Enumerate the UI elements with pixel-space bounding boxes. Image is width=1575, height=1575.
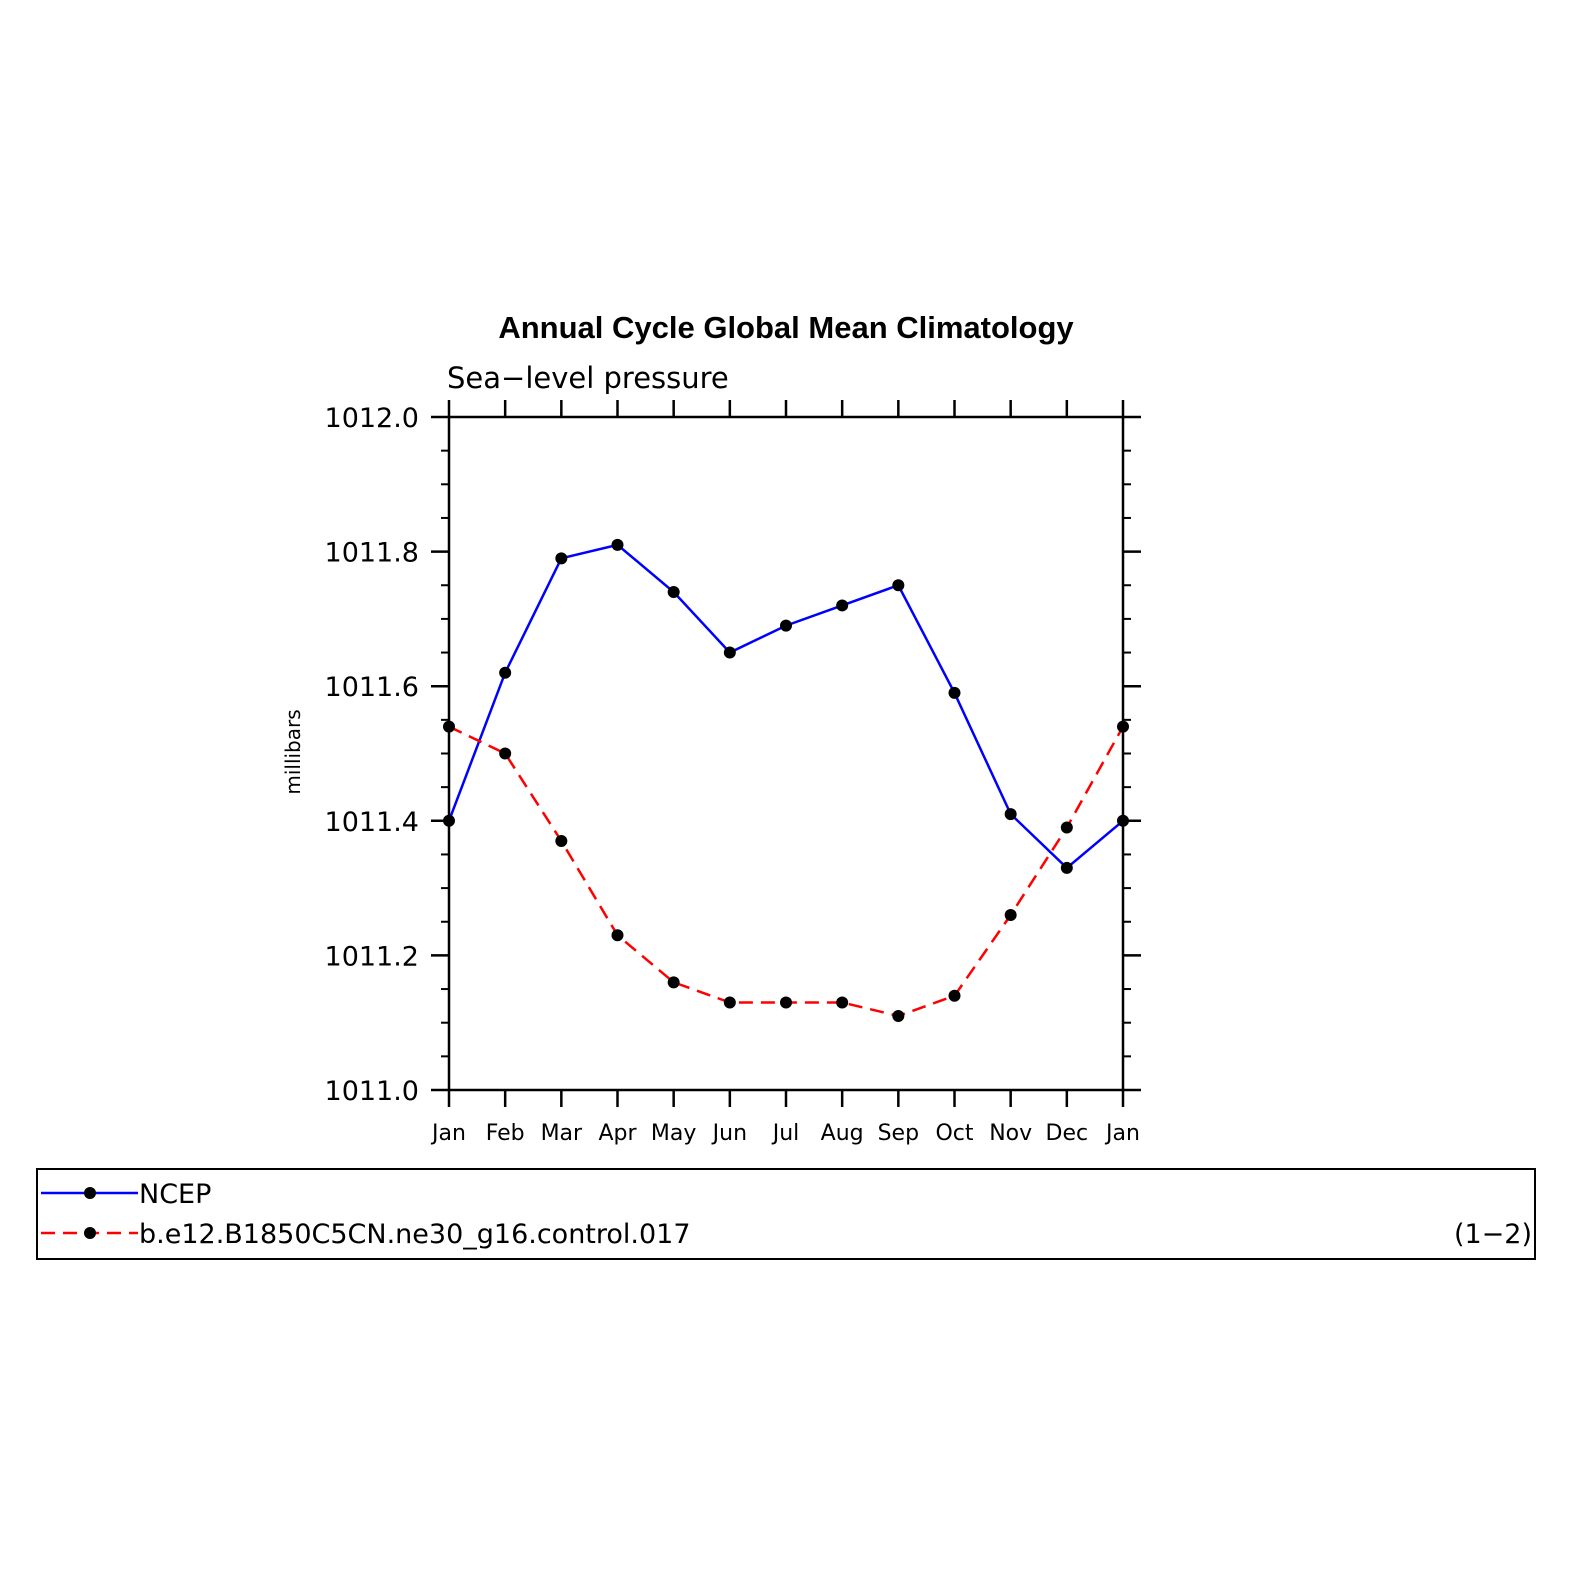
- series-2-point: [723, 996, 736, 1009]
- y-tick-label: 1011.4: [325, 807, 419, 838]
- series-1-point: [892, 579, 905, 592]
- series-2-point: [1060, 821, 1073, 834]
- legend-marker-1: [84, 1187, 96, 1199]
- series-2-point: [836, 996, 849, 1009]
- series-2-point: [667, 976, 680, 989]
- series-1-point: [836, 599, 849, 612]
- y-tick-label: 1011.6: [325, 672, 419, 703]
- series-2-point: [1004, 909, 1017, 922]
- x-tick-label: May: [651, 1121, 696, 1146]
- legend: NCEP b.e12.B1850C5CN.ne30_g16.control.017: [41, 1179, 691, 1250]
- x-tick-label: Mar: [541, 1121, 583, 1146]
- y-axis-ticks: 1011.0 1011.2 1011.4 1011.6 1011.8 1012.0: [325, 403, 1141, 1107]
- legend-label-2: b.e12.B1850C5CN.ne30_g16.control.017: [139, 1219, 691, 1250]
- x-tick-label: Oct: [935, 1121, 973, 1146]
- x-tick-label: Jan: [1104, 1121, 1140, 1146]
- series-1-point: [611, 538, 624, 551]
- series-2-point: [948, 989, 961, 1002]
- x-tick-label: Jun: [711, 1121, 747, 1146]
- series-2-point: [1117, 720, 1129, 733]
- series-2-point: [499, 747, 512, 760]
- series-1-point: [1117, 814, 1129, 827]
- chart-subtitle: Sea−level pressure: [447, 361, 729, 395]
- panel-annotation: (1−2): [1454, 1219, 1532, 1250]
- x-tick-label: Jul: [771, 1121, 800, 1146]
- series-2-point: [780, 996, 792, 1009]
- series-1-point: [780, 619, 792, 632]
- series-1-point: [1060, 861, 1073, 874]
- x-tick-label: Apr: [598, 1121, 637, 1146]
- x-tick-label: Aug: [821, 1121, 864, 1146]
- series-2-point: [611, 929, 624, 942]
- series-1-point: [555, 552, 568, 565]
- series-2-point: [443, 720, 455, 733]
- series-layer: [443, 538, 1129, 1022]
- x-tick-label: Sep: [878, 1121, 919, 1146]
- series-line-2: [448, 725, 1125, 1018]
- y-tick-label: 1011.0: [325, 1076, 419, 1107]
- series-1-point: [443, 814, 455, 827]
- series-2-point: [892, 1009, 905, 1022]
- x-tick-label: Jan: [430, 1121, 466, 1146]
- y-tick-label: 1012.0: [325, 403, 419, 434]
- plot-frame: [447, 415, 1125, 1092]
- x-tick-label: Dec: [1046, 1121, 1089, 1146]
- chart-title: Annual Cycle Global Mean Climatology: [498, 310, 1074, 345]
- series-1-point: [667, 585, 680, 598]
- x-axis-ticks: Jan Feb Mar Apr May Jun Jul Aug Sep Oct Nov Dec Jan: [430, 400, 1140, 1146]
- y-tick-label: 1011.2: [325, 941, 419, 972]
- x-tick-label: Feb: [486, 1121, 525, 1146]
- series-line-1: [447, 543, 1124, 870]
- y-axis-label: millibars: [281, 709, 305, 794]
- legend-marker-2: [84, 1227, 96, 1239]
- y-tick-label: 1011.8: [325, 538, 419, 569]
- series-1-point: [723, 646, 736, 659]
- legend-box: [36, 1168, 1536, 1260]
- legend-label-1: NCEP: [139, 1179, 211, 1210]
- series-1-point: [499, 666, 512, 679]
- series-1-point: [1004, 808, 1017, 821]
- x-tick-label: Nov: [989, 1121, 1032, 1146]
- series-1-point: [948, 686, 961, 699]
- series-2-point: [555, 834, 568, 847]
